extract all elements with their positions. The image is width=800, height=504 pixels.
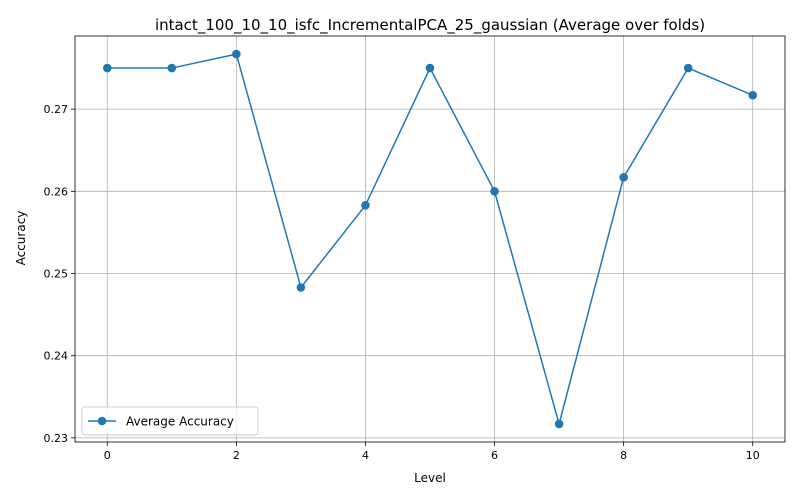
data-point: [619, 173, 628, 182]
x-axis-label: Level: [414, 471, 446, 485]
data-point: [167, 63, 177, 73]
y-axis-label: Accuracy: [14, 211, 28, 266]
x-tick-label: 0: [104, 449, 111, 462]
y-tick-label: 0.25: [44, 268, 69, 281]
legend-frame: [81, 406, 259, 436]
series-average-accuracy: [102, 49, 758, 429]
data-point: [554, 419, 564, 429]
y-tick-label: 0.26: [44, 185, 69, 198]
data-point: [296, 283, 306, 292]
data-point: [683, 63, 693, 73]
data-point: [748, 90, 758, 100]
data-point: [490, 187, 499, 196]
data-point: [232, 49, 241, 59]
data-point: [102, 63, 112, 73]
y-tick-label: 0.23: [44, 432, 69, 445]
x-tick-label: 4: [362, 449, 369, 462]
axes: 0 2 4 6 8 10 0.23 0.24 0.25 0.26 0.27: [44, 35, 786, 462]
data-point: [425, 63, 435, 73]
legend-marker-sample: [97, 416, 107, 426]
plot-area-frame: [74, 35, 786, 443]
legend: Average Accuracy: [81, 406, 259, 436]
x-tick-label: 8: [620, 449, 627, 462]
legend-entry-average-accuracy: Average Accuracy: [126, 415, 234, 429]
grid-lines: [75, 36, 785, 442]
x-tick-label: 10: [746, 449, 760, 462]
chart-title: intact_100_10_10_isfc_IncrementalPCA_25_…: [155, 16, 705, 35]
data-point: [361, 201, 370, 210]
x-tick-label: 2: [233, 449, 240, 462]
y-tick-label: 0.24: [44, 350, 69, 363]
x-tick-label: 6: [491, 449, 498, 462]
y-tick-label: 0.27: [44, 103, 69, 116]
